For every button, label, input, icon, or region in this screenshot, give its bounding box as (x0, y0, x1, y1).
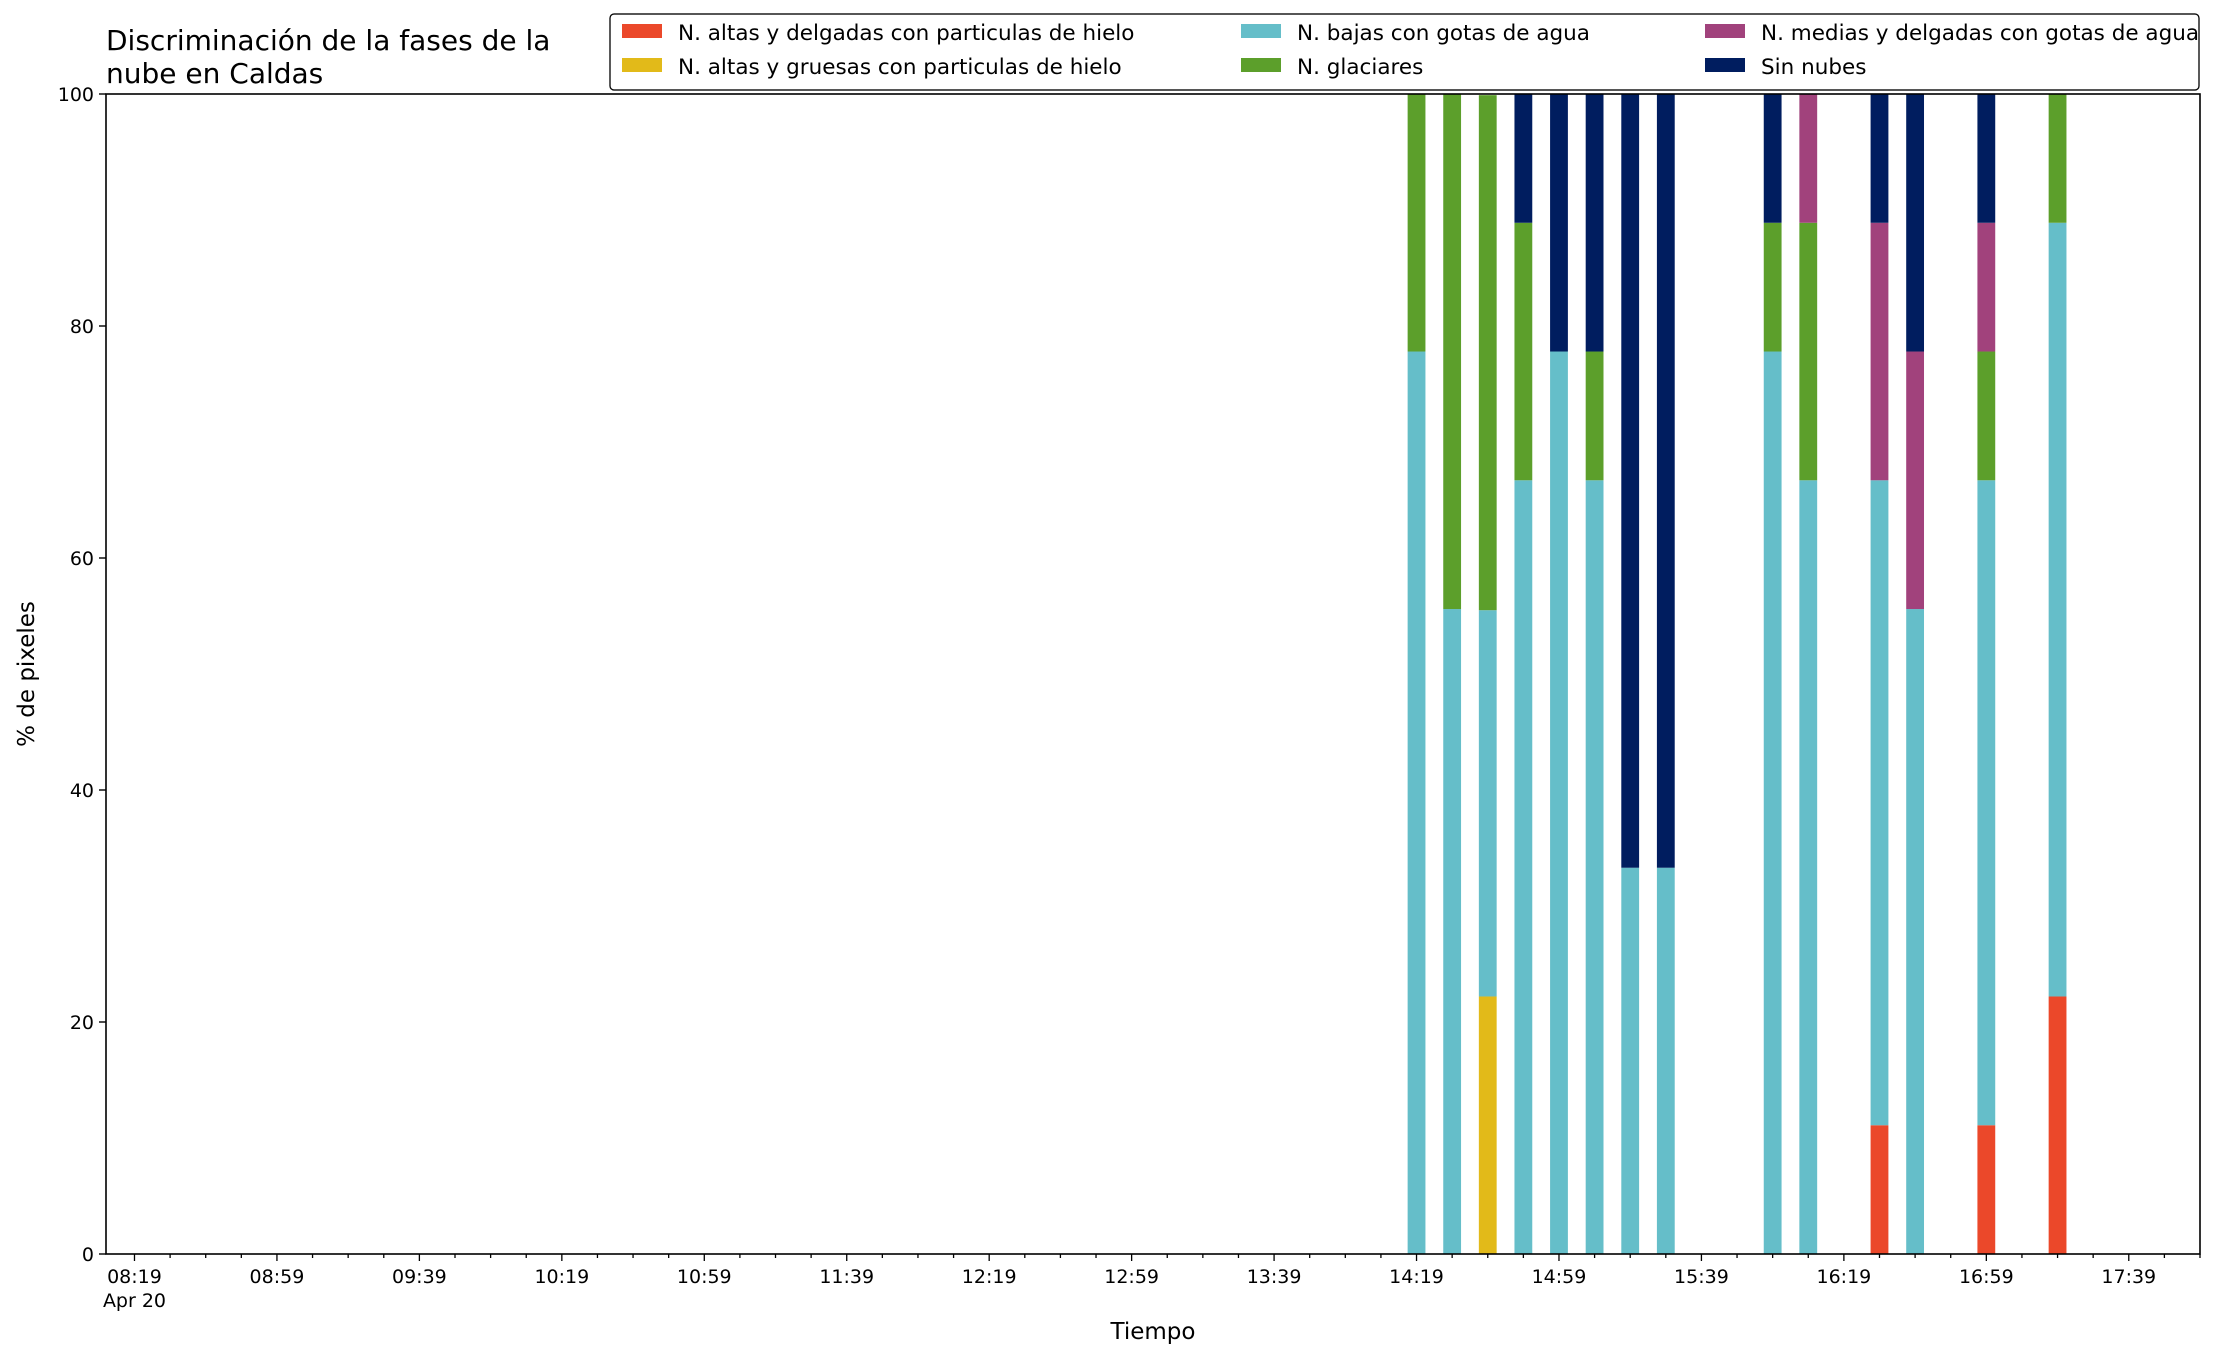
bar-segment-7-series-2 (1656, 867, 1675, 1254)
bar-segment-8-series-3 (1763, 222, 1782, 352)
legend-label-1: N. altas y gruesas con particulas de hie… (678, 55, 1122, 80)
bar-segment-9-series-4 (1799, 94, 1818, 223)
bar-segment-13-series-0 (2048, 996, 2067, 1254)
legend-label-5: Sin nubes (1761, 55, 1866, 80)
bar-segment-1-series-3 (1443, 94, 1462, 610)
bar-segment-10-series-0 (1870, 1125, 1889, 1254)
x-tick-label-13: 16:59 (1959, 1266, 2014, 1288)
bar-segment-12-series-3 (1977, 351, 1996, 481)
bar-segment-10-series-4 (1870, 222, 1889, 481)
legend-label-0: N. altas y delgadas con particulas de hi… (678, 21, 1134, 46)
x-tick-label-6: 12:19 (962, 1266, 1017, 1288)
y-tick-label-0: 0 (82, 1244, 94, 1266)
bar-segment-12-series-2 (1977, 480, 1996, 1126)
x-tick-label-5: 11:39 (819, 1266, 874, 1288)
legend-label-3: N. glaciares (1297, 55, 1423, 80)
x-tick-label-11: 15:39 (1674, 1266, 1729, 1288)
bar-segment-13-series-3 (2048, 94, 2067, 223)
x-axis: 08:19 08:59 09:39 10:19 10:59 11:39 12:19 12:59… (103, 1254, 2201, 1312)
x-tick-label-2: 09:39 (392, 1266, 447, 1288)
legend-label-2: N. bajas con gotas de agua (1297, 21, 1590, 46)
y-tick-label-5: 100 (58, 84, 94, 106)
bar-segment-11-series-4 (1906, 351, 1925, 610)
x-tick-label-9: 14:19 (1389, 1266, 1444, 1288)
bar-segment-8-series-5 (1763, 94, 1782, 223)
bar-segment-12-series-0 (1977, 1125, 1996, 1254)
legend-swatch-4 (1705, 24, 1745, 38)
bar-segment-2-series-1 (1478, 996, 1497, 1254)
bar-segment-0-series-2 (1407, 351, 1426, 1254)
legend: N. altas y delgadas con particulas de hi… (609, 13, 2200, 91)
bar-segment-12-series-5 (1977, 94, 1996, 223)
chart-title-line-2: nube en Caldas (106, 57, 323, 90)
x-tick-label-4: 10:59 (677, 1266, 732, 1288)
bar-segment-3-series-2 (1514, 480, 1533, 1254)
legend-swatch-5 (1705, 58, 1745, 72)
legend-swatch-2 (1241, 24, 1281, 38)
bar-segment-7-series-5 (1656, 94, 1675, 868)
bar-segment-5-series-3 (1585, 351, 1604, 481)
bar-segment-3-series-3 (1514, 222, 1533, 481)
bar-segment-11-series-5 (1906, 94, 1925, 352)
bar-segment-12-series-4 (1977, 222, 1996, 352)
bar-segment-0-series-3 (1407, 94, 1426, 352)
x-tick-label-10: 14:59 (1532, 1266, 1587, 1288)
bar-segment-10-series-2 (1870, 480, 1889, 1126)
x-tick-label-0: 08:19 (107, 1266, 162, 1288)
legend-border (609, 13, 2200, 91)
bar-segment-4-series-2 (1550, 351, 1568, 1254)
x-tick-label-3: 10:19 (534, 1266, 589, 1288)
bar-segment-13-series-2 (2048, 222, 2067, 997)
bar-segment-4-series-5 (1550, 94, 1568, 352)
bars-layer (1407, 94, 2067, 1254)
chart-title-line-1: Discriminación de la fases de la (106, 24, 550, 57)
chart-title: Discriminación de la fases de la nube en… (106, 24, 550, 90)
x-tick-label-14: 17:39 (2101, 1266, 2156, 1288)
bar-segment-8-series-2 (1763, 351, 1782, 1254)
x-tick-label-8: 13:39 (1247, 1266, 1302, 1288)
y-tick-label-3: 60 (70, 548, 94, 570)
bar-segment-5-series-5 (1585, 94, 1604, 352)
bar-segment-6-series-5 (1621, 94, 1640, 868)
bar-segment-10-series-5 (1870, 94, 1889, 223)
legend-swatch-3 (1241, 58, 1281, 72)
bar-segment-2-series-2 (1478, 610, 1497, 997)
x-tick-label-1: 08:59 (250, 1266, 305, 1288)
x-axis-label: Tiempo (1110, 1319, 1196, 1345)
bar-segment-6-series-2 (1621, 867, 1640, 1254)
bar-segment-11-series-2 (1906, 609, 1925, 1254)
y-axis-label: % de pixeles (14, 601, 40, 747)
legend-label-4: N. medias y delgadas con gotas de agua (1761, 21, 2199, 46)
bar-segment-2-series-3 (1478, 95, 1497, 611)
y-tick-label-1: 20 (70, 1012, 94, 1034)
x-tick-label-12: 16:19 (1816, 1266, 1871, 1288)
bar-segment-5-series-2 (1585, 480, 1604, 1254)
bar-segment-9-series-3 (1799, 222, 1818, 481)
y-tick-label-2: 40 (70, 780, 94, 802)
y-axis: 0 20 40 60 80 100 (58, 84, 106, 1266)
x-tick-label-7: 12:59 (1104, 1266, 1159, 1288)
legend-swatch-0 (622, 24, 662, 38)
legend-swatch-1 (622, 58, 662, 72)
bar-segment-3-series-5 (1514, 94, 1533, 223)
y-tick-label-4: 80 (70, 316, 94, 338)
plot-area-frame (105, 93, 2201, 1255)
bar-segment-9-series-2 (1799, 480, 1818, 1254)
x-date-label: Apr 20 (103, 1290, 166, 1312)
bar-segment-1-series-2 (1443, 609, 1462, 1254)
